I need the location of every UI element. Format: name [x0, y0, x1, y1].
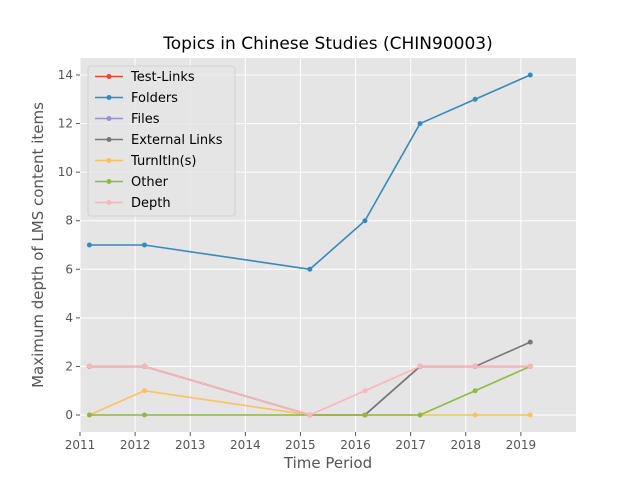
- x-tick-label: 2012: [120, 438, 151, 452]
- legend-label: Depth: [131, 196, 171, 211]
- x-tick-label: 2013: [175, 438, 206, 452]
- data-point-depth: [86, 363, 92, 369]
- data-point-folders: [86, 242, 92, 248]
- data-point-folders: [417, 121, 423, 127]
- legend-label: Files: [131, 112, 160, 127]
- legend-label: External Links: [131, 133, 223, 148]
- legend-box: [87, 65, 236, 217]
- data-point-turnitin-s: [527, 412, 533, 418]
- tick-labels: 2011 2012 2013 2014 2015 2016 2017 2018 2019 0 2 4 6…: [58, 68, 536, 452]
- y-tick-label: 8: [65, 214, 73, 228]
- data-point-depth: [141, 363, 147, 369]
- legend-item-depth: Depth: [95, 196, 171, 211]
- y-tick-label: 4: [65, 311, 73, 325]
- data-point-folders: [307, 266, 313, 272]
- legend-marker: [106, 74, 112, 79]
- data-point-depth: [307, 412, 313, 418]
- x-tick-label: 2019: [506, 438, 537, 452]
- y-tick-label: 2: [65, 359, 73, 373]
- legend-label: TurnItIn(s): [130, 154, 196, 169]
- x-tick-label: 2011: [65, 438, 96, 452]
- y-axis-label: Maximum depth of LMS content items: [29, 102, 47, 388]
- legend-label: Test-Links: [130, 70, 195, 85]
- series-folders: [86, 72, 533, 272]
- data-point-other: [472, 388, 478, 394]
- x-tick-label: 2018: [451, 438, 482, 452]
- data-point-folders: [141, 242, 147, 248]
- data-point-folders: [527, 72, 533, 78]
- data-point-folders: [472, 96, 478, 102]
- x-tick-label: 2014: [230, 438, 261, 452]
- chart-title: Topics in Chinese Studies (CHIN90003): [162, 34, 492, 54]
- legend-item-external-links: External Links: [95, 133, 223, 148]
- legend-item-files: Files: [95, 112, 160, 127]
- legend-marker: [106, 137, 112, 142]
- legend-marker: [106, 95, 112, 100]
- data-point-depth: [417, 363, 423, 369]
- legend-label: Folders: [131, 91, 178, 106]
- x-tick-label: 2016: [340, 438, 371, 452]
- data-point-other: [86, 412, 92, 418]
- y-tick-label: 0: [65, 408, 73, 422]
- legend-marker: [106, 116, 112, 121]
- data-point-other: [362, 412, 368, 418]
- y-tick-label: 6: [65, 262, 73, 276]
- data-point-other: [417, 412, 423, 418]
- y-tick-label: 14: [58, 68, 73, 82]
- data-point-depth: [472, 363, 478, 369]
- y-tick-label: 12: [58, 117, 73, 131]
- series-depth: [86, 363, 533, 418]
- data-point-turnitin-s: [141, 388, 147, 394]
- legend-marker: [106, 158, 112, 163]
- legend-item-folders: Folders: [95, 91, 178, 106]
- x-tick-label: 2015: [285, 438, 316, 452]
- legend-label: Other: [131, 175, 169, 190]
- legend-item-test-links: Test-Links: [95, 70, 195, 85]
- legend-marker: [106, 179, 112, 184]
- data-point-folders: [362, 218, 368, 224]
- y-tick-label: 10: [58, 165, 73, 179]
- legend-item-turnitin-s: TurnItIn(s): [95, 154, 196, 169]
- x-axis-label: Time Period: [283, 454, 372, 472]
- data-point-external-links: [527, 339, 533, 345]
- data-point-turnitin-s: [472, 412, 478, 418]
- data-point-depth: [527, 363, 533, 369]
- series-group: [86, 72, 533, 418]
- legend-item-other: Other: [95, 175, 169, 190]
- legend: Test-Links Folders Files External Links Turn…: [87, 65, 236, 217]
- data-point-other: [141, 412, 147, 418]
- x-tick-label: 2017: [395, 438, 426, 452]
- data-point-depth: [362, 388, 368, 394]
- legend-marker: [106, 200, 112, 205]
